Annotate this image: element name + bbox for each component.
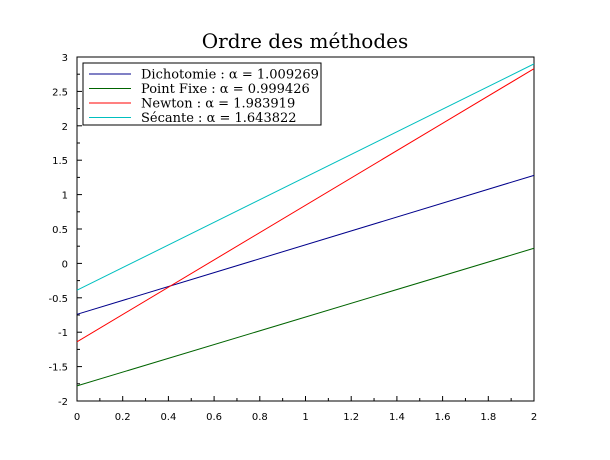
chart-title: Ordre des méthodes: [202, 29, 408, 53]
legend-label: Newton : α = 1.983919: [141, 97, 295, 112]
x-tick-label: 2: [531, 412, 537, 423]
y-axis: -2 -1.5 -1 -0.5 0 0.5 1 1.5 2 2.5 3: [48, 53, 82, 408]
x-tick-label: 0.8: [252, 412, 268, 423]
x-tick-label: 1: [302, 412, 308, 423]
x-tick-label: 0: [74, 412, 80, 423]
legend-label: Sécante : α = 1.643822: [141, 111, 297, 126]
x-tick-label: 0.6: [206, 412, 222, 423]
legend-label: Point Fixe : α = 0.999426: [141, 82, 310, 97]
y-tick-label: -1: [58, 328, 68, 339]
y-tick-label: 1: [62, 191, 68, 202]
series-layer: [76, 63, 535, 387]
x-tick-label: 0.4: [160, 412, 176, 423]
series-line-0: [76, 174, 535, 315]
y-tick-label: -0.5: [48, 294, 68, 305]
y-tick-label: 3: [62, 53, 68, 64]
legend-box: [82, 62, 322, 126]
x-tick-label: 1.2: [343, 412, 359, 423]
x-tick-label: 1.6: [435, 412, 451, 423]
series-line-2: [76, 68, 535, 343]
legend-label: Dichotomie : α = 1.009269: [141, 68, 319, 83]
series-line-1: [76, 247, 535, 387]
y-tick-label: 2: [62, 122, 68, 133]
y-tick-label: 0: [62, 259, 68, 270]
x-tick-label: 1.8: [480, 412, 496, 423]
y-tick-label: 1.5: [52, 156, 68, 167]
x-axis: 0 0.2 0.4 0.6 0.8 1 1.2 1.4 1.6 1.8 2: [74, 396, 537, 423]
x-tick-label: 1.4: [389, 412, 405, 423]
x-tick-label: 0.2: [115, 412, 131, 423]
y-tick-label: -1.5: [48, 363, 68, 374]
y-tick-label: 2.5: [52, 87, 68, 98]
y-tick-label: -2: [58, 397, 68, 408]
series-line-3: [76, 63, 535, 291]
y-tick-label: 0.5: [52, 225, 68, 236]
